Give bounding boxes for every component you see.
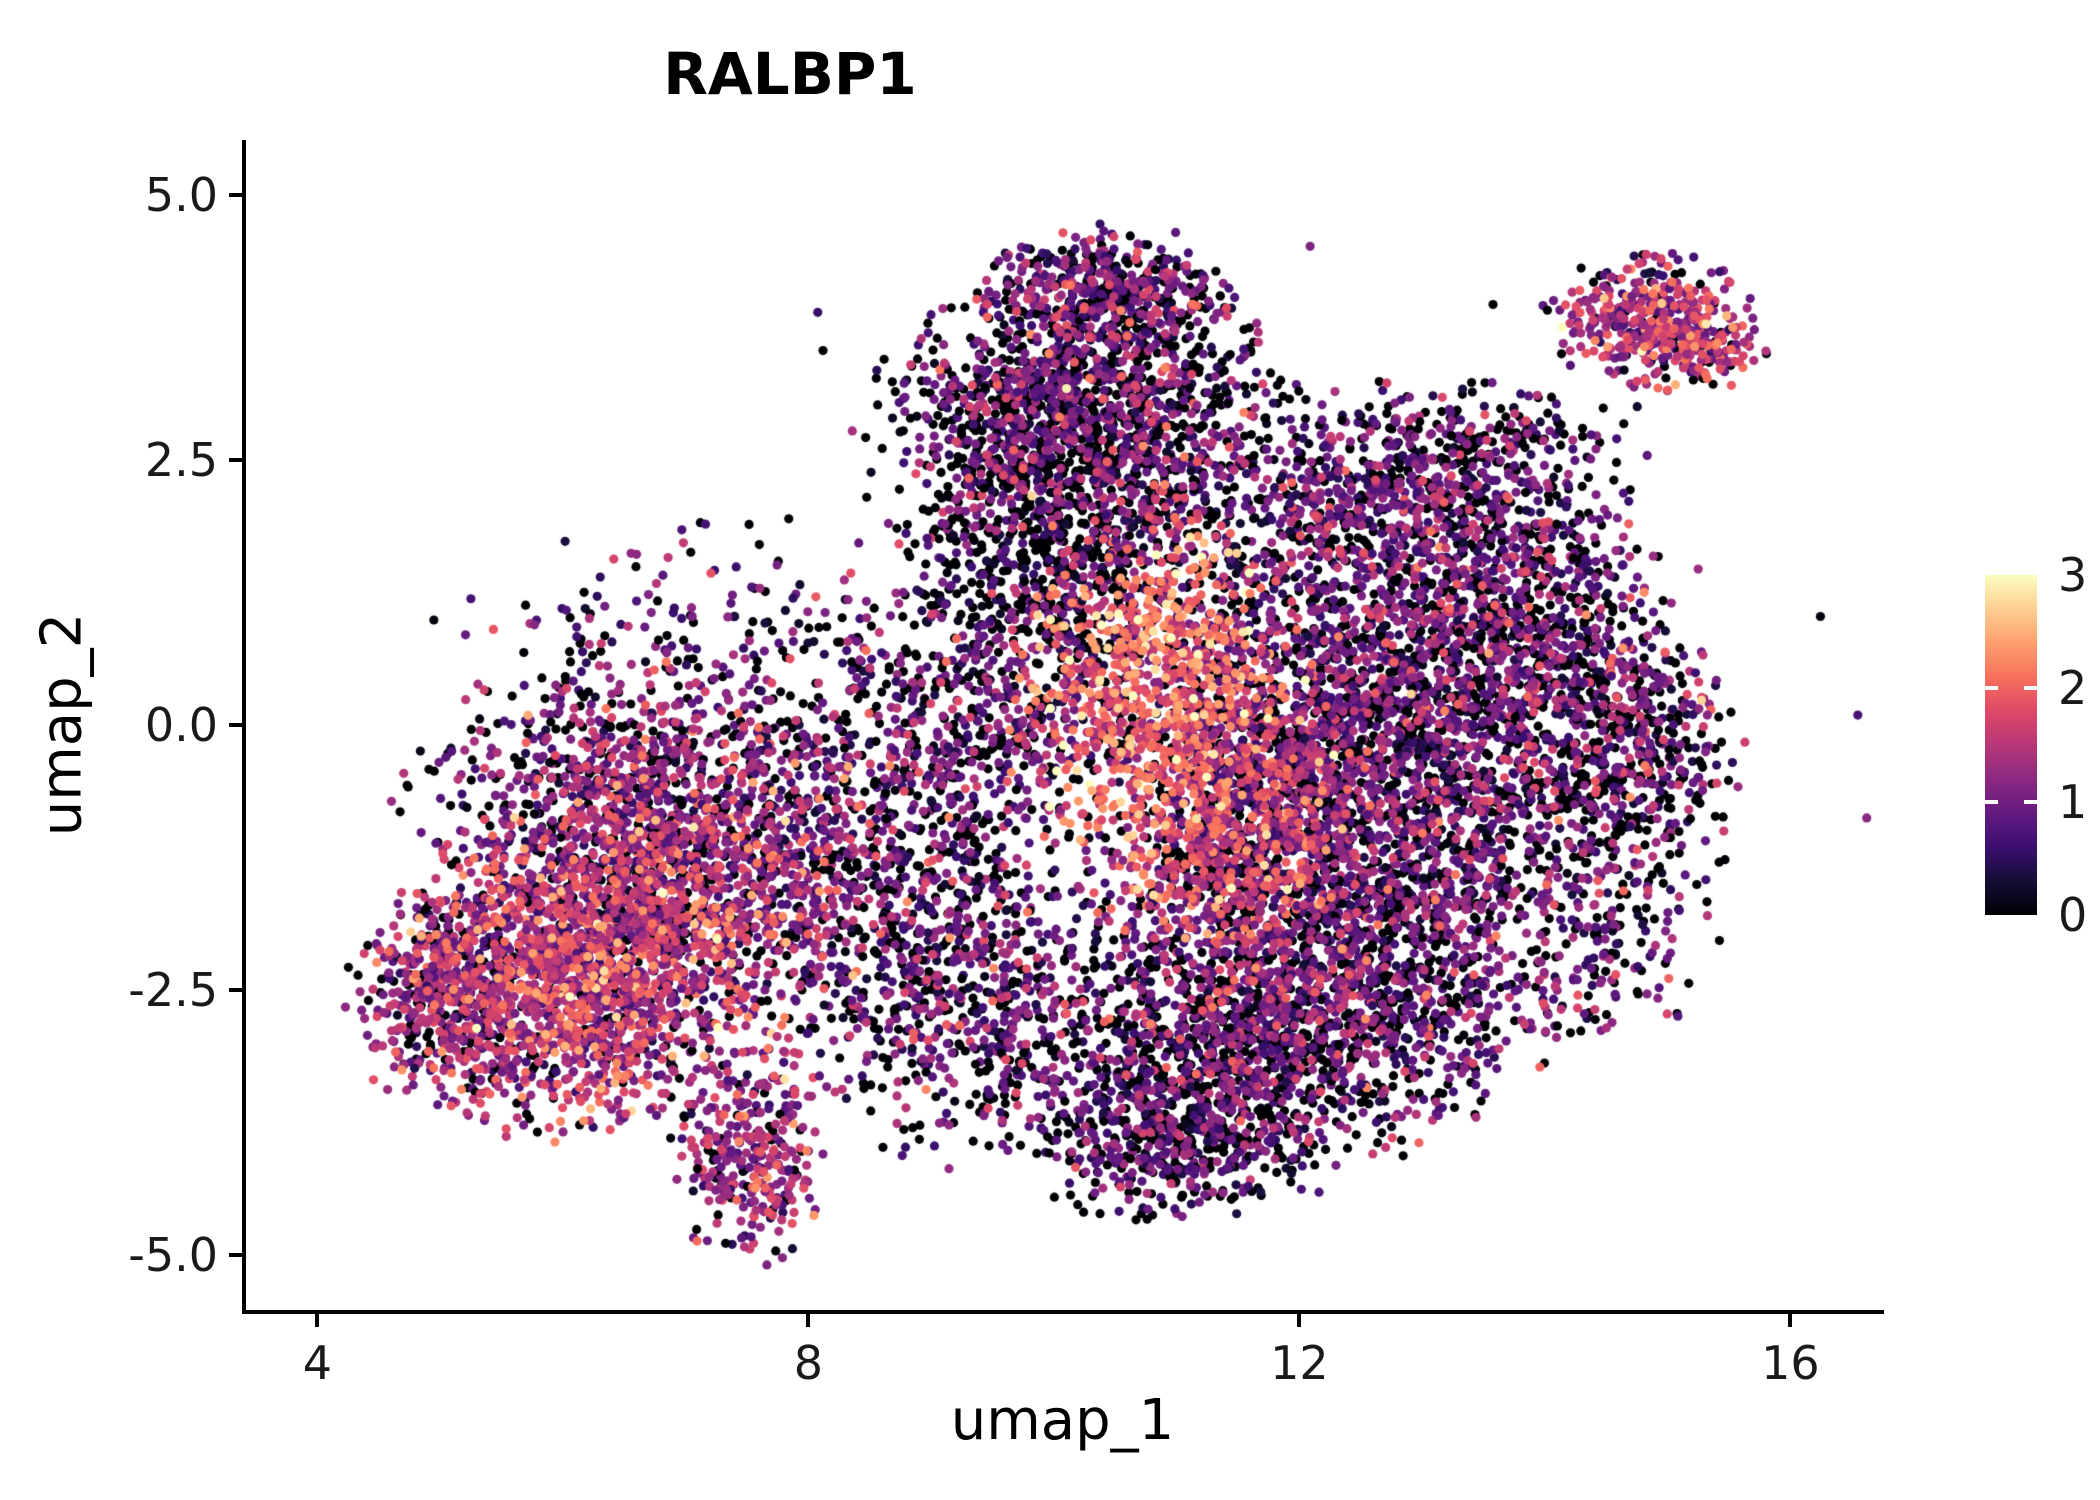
y-tick-label: 0.0 bbox=[144, 698, 218, 752]
colorbar-tick-label: 0 bbox=[2058, 888, 2088, 942]
x-axis-label: umap_1 bbox=[950, 1388, 1175, 1453]
expression-colorbar bbox=[1985, 575, 2037, 915]
y-axis-line bbox=[242, 140, 246, 1314]
y-tick-label: 2.5 bbox=[144, 433, 218, 488]
y-tick-label: -2.5 bbox=[128, 962, 218, 1017]
colorbar-tick-label: 2 bbox=[2058, 661, 2088, 716]
x-tick-mark bbox=[1297, 1314, 1302, 1327]
y-tick-mark bbox=[229, 987, 242, 992]
x-axis-line bbox=[242, 1310, 1884, 1314]
x-tick-label: 12 bbox=[1270, 1336, 1329, 1390]
x-tick-mark bbox=[315, 1314, 320, 1327]
colorbar-tick-mark bbox=[2024, 799, 2037, 804]
x-tick-mark bbox=[1788, 1314, 1793, 1327]
y-tick-mark bbox=[229, 193, 242, 198]
x-tick-label: 16 bbox=[1761, 1336, 1820, 1390]
umap-scatter-canvas bbox=[245, 140, 1880, 1310]
colorbar-tick-label: 1 bbox=[2058, 774, 2088, 829]
x-tick-label: 4 bbox=[302, 1336, 333, 1390]
y-tick-mark bbox=[229, 1252, 242, 1257]
colorbar-tick-mark bbox=[1985, 799, 1998, 804]
x-tick-mark bbox=[806, 1314, 811, 1327]
y-tick-label: 5.0 bbox=[144, 168, 218, 223]
chart-title: RALBP1 bbox=[663, 40, 917, 108]
colorbar-tick-label: 3 bbox=[2058, 548, 2088, 602]
y-tick-label: -5.0 bbox=[128, 1227, 218, 1282]
colorbar-tick-mark bbox=[2024, 686, 2037, 691]
colorbar-tick-mark bbox=[1985, 686, 1998, 691]
y-tick-mark bbox=[229, 458, 242, 463]
plot-panel bbox=[245, 140, 1880, 1310]
x-tick-label: 8 bbox=[793, 1336, 824, 1390]
y-tick-mark bbox=[229, 723, 242, 727]
